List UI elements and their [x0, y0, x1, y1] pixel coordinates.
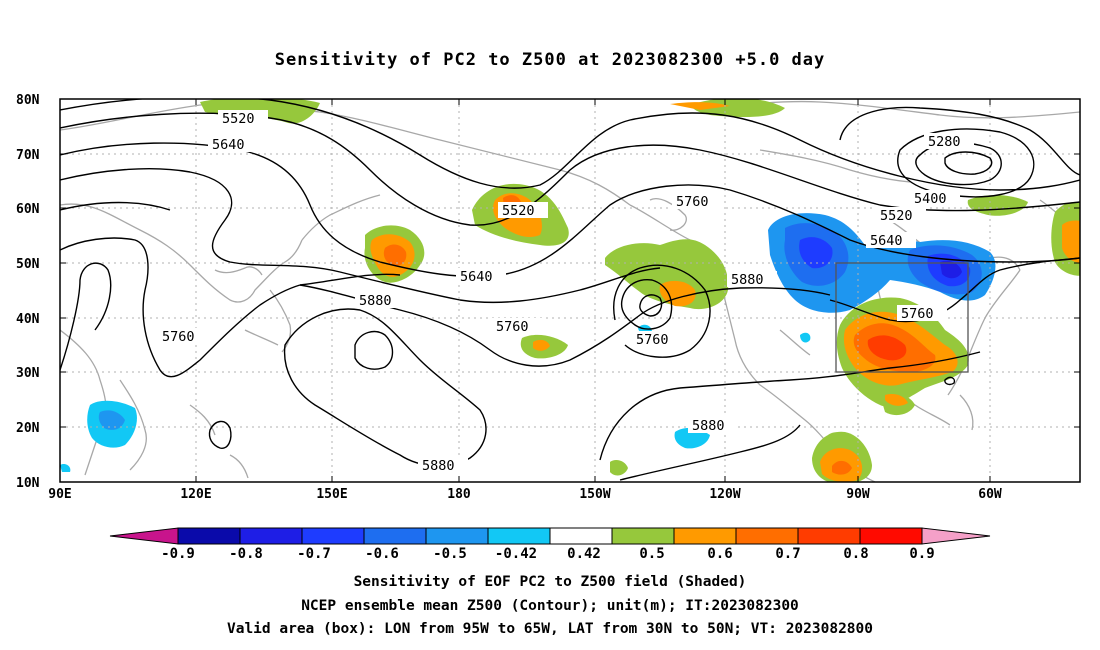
contour-label: 5640 — [460, 269, 493, 285]
caption-shading: Sensitivity of EOF PC2 to Z500 field (Sh… — [353, 574, 747, 590]
colorbar-label: 0.42 — [567, 546, 601, 562]
colorbar-label: -0.8 — [229, 546, 263, 562]
latitude-labels: 80N 70N 60N 50N 40N 30N 20N 10N — [16, 93, 40, 491]
contour-label: 5760 — [496, 319, 529, 335]
colorbar-label: 0.5 — [639, 546, 664, 562]
colorbar-bins — [177, 527, 923, 545]
colorbar-bin — [425, 527, 489, 545]
z500-contours — [60, 99, 1080, 481]
colorbar-bin — [487, 527, 551, 545]
contour-label: 5880 — [731, 272, 764, 288]
lon-label: 180 — [447, 487, 471, 502]
contour-label: 5280 — [928, 134, 961, 150]
colorbar-label: -0.9 — [161, 546, 195, 562]
colorbar-label: 0.8 — [843, 546, 868, 562]
colorbar-bin — [239, 527, 303, 545]
colorbar-label: -0.7 — [297, 546, 331, 562]
contour-label: 5760 — [676, 194, 709, 210]
lat-label: 40N — [16, 312, 40, 327]
colorbar-label: -0.42 — [495, 546, 537, 562]
map-frame — [59, 98, 1081, 483]
colorbar-bin — [549, 527, 613, 545]
lon-label: 120E — [180, 487, 211, 502]
contour-labels: 5520 5640 5760 5880 5520 5640 5760 5760 … — [158, 110, 974, 474]
lat-label: 50N — [16, 257, 40, 272]
colorbar-bin — [859, 527, 923, 545]
graticule — [60, 99, 1080, 482]
lon-label: 60W — [978, 487, 1002, 502]
contour-label: 5760 — [901, 306, 934, 322]
contour-label: 5640 — [212, 137, 245, 153]
colorbar-label: -0.6 — [365, 546, 399, 562]
colorbar-bin — [611, 527, 675, 545]
axis-ticks — [60, 98, 1080, 482]
map-area — [60, 99, 1080, 482]
colorbar-bin — [177, 527, 241, 545]
caption-valid-area: Valid area (box): LON from 95W to 65W, L… — [226, 621, 873, 637]
lat-label: 10N — [16, 476, 40, 491]
figure-title: Sensitivity of PC2 to Z500 at 2023082300… — [274, 50, 826, 70]
valid-area-box — [835, 262, 969, 373]
colorbar-label: 0.7 — [775, 546, 800, 562]
lon-label: 150E — [316, 487, 347, 502]
contour-label: 5520 — [880, 208, 913, 224]
colorbar-below-triangle — [109, 527, 179, 545]
colorbar-bin — [363, 527, 427, 545]
contour-label: 5880 — [692, 418, 725, 434]
lat-label: 20N — [16, 421, 40, 436]
longitude-labels: 90E 120E 150E 180 150W 120W 90W 60W — [48, 487, 1002, 502]
colorbar-label: -0.5 — [433, 546, 467, 562]
colorbar-bin — [797, 527, 861, 545]
contour-label: 5760 — [162, 329, 195, 345]
contour-label: 5760 — [636, 332, 669, 348]
colorbar-label: 0.9 — [909, 546, 934, 562]
caption-contour: NCEP ensemble mean Z500 (Contour); unit(… — [301, 598, 799, 614]
lon-label: 90E — [48, 487, 71, 502]
lat-label: 30N — [16, 366, 40, 381]
lon-label: 120W — [709, 487, 740, 502]
contour-label: 5880 — [359, 293, 392, 309]
colorbar-bin — [301, 527, 365, 545]
lat-label: 60N — [16, 202, 40, 217]
colorbar-bin — [673, 527, 737, 545]
contour-label: 5880 — [422, 458, 455, 474]
colorbar: -0.9 -0.8 -0.7 -0.6 -0.5 -0.42 0.42 0.5 … — [109, 527, 991, 562]
lat-label: 80N — [16, 93, 40, 108]
contour-label: 5520 — [502, 203, 535, 219]
colorbar-above-triangle — [921, 527, 991, 545]
lat-label: 70N — [16, 148, 40, 163]
lon-label: 90W — [846, 487, 870, 502]
colorbar-bin — [735, 527, 799, 545]
contour-label: 5520 — [222, 111, 255, 127]
contour-label: 5400 — [914, 191, 947, 207]
lon-label: 150W — [579, 487, 610, 502]
contour-label: 5640 — [870, 233, 903, 249]
colorbar-label: 0.6 — [707, 546, 732, 562]
